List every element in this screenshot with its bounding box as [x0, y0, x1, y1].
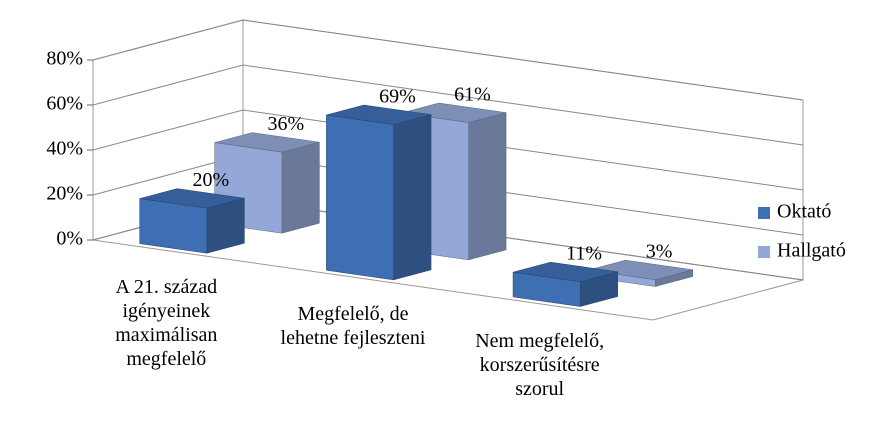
y-tick-label: 20%: [46, 183, 83, 205]
legend-label: Hallgató: [777, 240, 846, 262]
bar: [214, 132, 320, 234]
grid-line: [92, 64, 804, 146]
data-label: 20%: [192, 169, 229, 191]
legend-swatch: [758, 207, 770, 219]
data-label: 3%: [646, 241, 673, 263]
x-tick-label: Nem megfelelő, korszerűsítésre szorul: [475, 329, 605, 400]
y-tick-label: 60%: [46, 93, 83, 115]
bar-side: [281, 141, 320, 234]
y-tick-label: 0%: [56, 228, 83, 250]
legend-swatch: [758, 246, 770, 258]
x-tick-label: A 21. század igényeinek maximálisan megf…: [115, 276, 218, 371]
bar-side: [393, 114, 432, 281]
data-label: 69%: [379, 85, 416, 107]
data-label: 61%: [454, 83, 491, 105]
bar: [512, 261, 618, 307]
x-tick-label: Megfelelő, de lehetne fejleszteni: [280, 303, 426, 349]
grid-line: [92, 19, 804, 101]
bar-side: [468, 112, 507, 261]
data-label: 36%: [267, 113, 304, 135]
grid-line: [92, 109, 804, 191]
bar-front: [326, 114, 394, 281]
bar: [139, 188, 245, 254]
bar-front: [512, 271, 581, 307]
data-label: 11%: [566, 243, 602, 265]
y-tick-label: 80%: [46, 48, 83, 70]
bar-front: [139, 198, 208, 254]
bar: [326, 104, 432, 281]
y-tick-label: 40%: [46, 138, 83, 160]
legend-label: Oktató: [777, 201, 831, 223]
